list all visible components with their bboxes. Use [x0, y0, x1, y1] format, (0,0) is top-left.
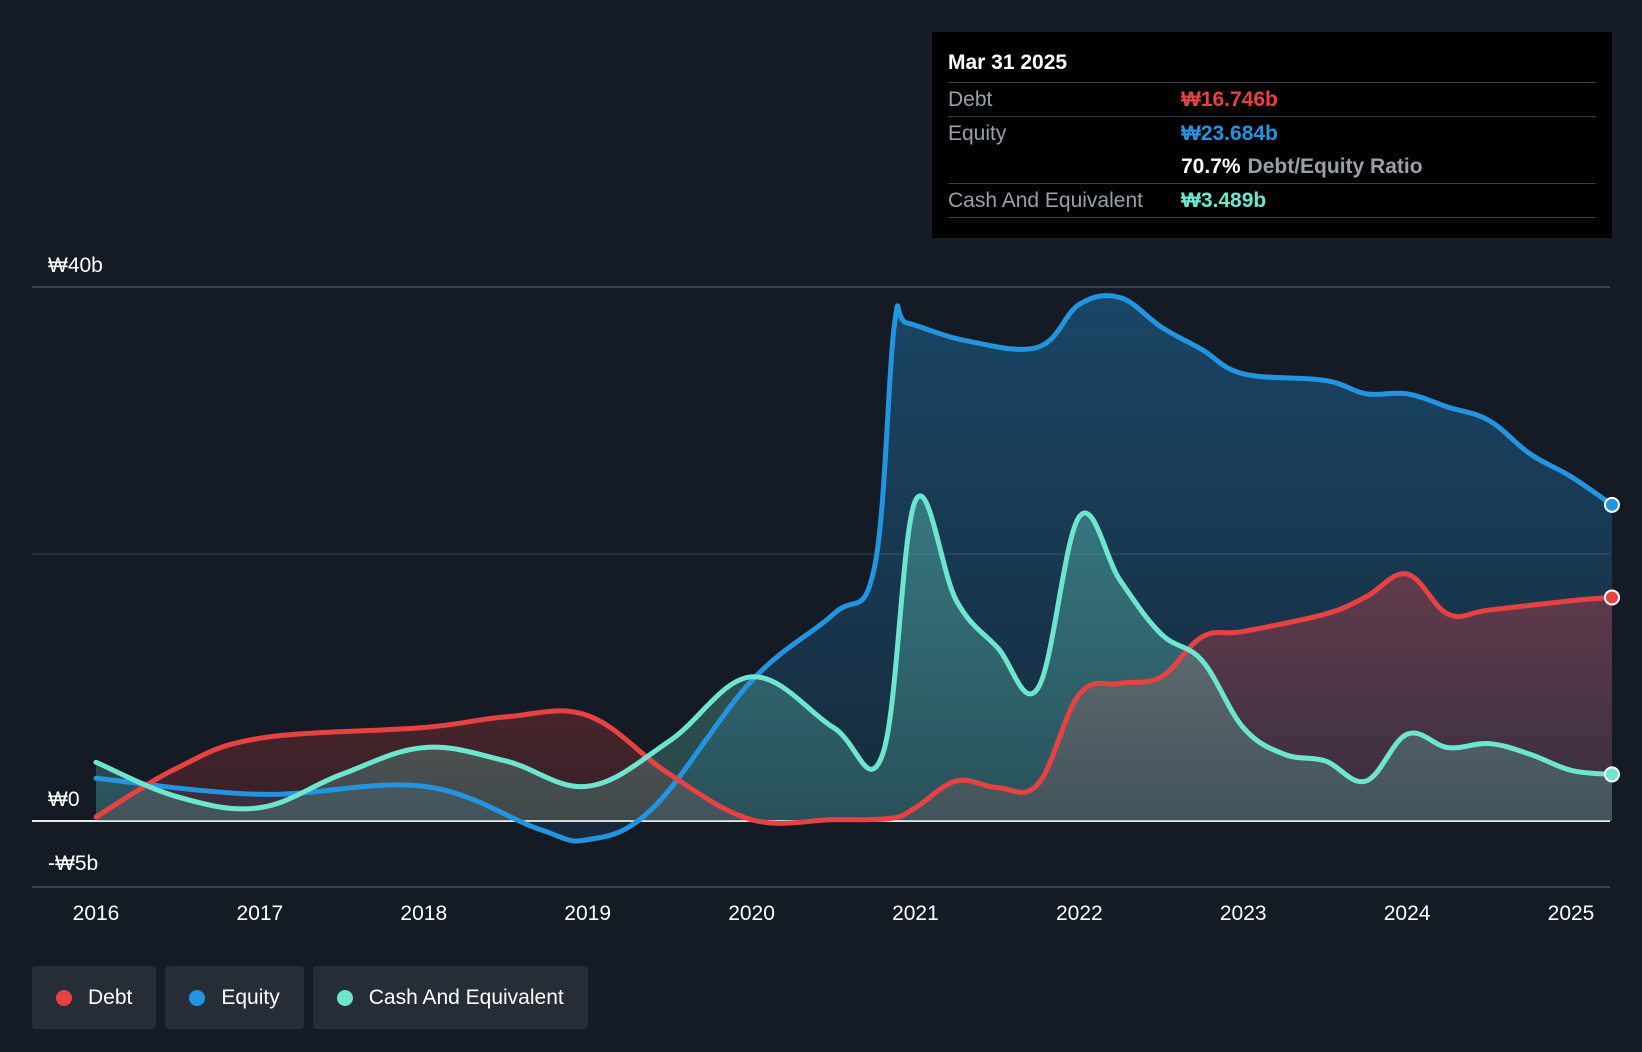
x-tick-label: 2022	[1056, 902, 1103, 925]
x-tick-label: 2018	[400, 902, 447, 925]
x-tick-label: 2019	[564, 902, 611, 925]
y-tick-label: -₩5b	[48, 852, 98, 875]
series-areas	[96, 295, 1612, 842]
series-end-markers	[1603, 496, 1620, 783]
legend-item-cash[interactable]: Cash And Equivalent	[312, 966, 588, 1029]
y-tick-label: ₩40b	[48, 254, 103, 277]
end-marker-debt	[1603, 589, 1620, 606]
tooltip-row-debt: Debt ₩16.746b	[948, 82, 1596, 116]
line-equity	[93, 293, 1615, 844]
x-tick-label: 2016	[73, 902, 120, 925]
legend-dot-cash	[336, 989, 353, 1006]
tooltip-debt-label: Debt	[948, 87, 993, 111]
line-debt	[93, 571, 1615, 826]
x-tick-label: 2024	[1384, 902, 1431, 925]
tooltip-debt-value: ₩16.746b	[1181, 87, 1278, 111]
legend-dot-debt	[56, 989, 72, 1006]
tooltip-ratio-label: Debt/Equity Ratio	[1247, 154, 1423, 178]
end-marker-cash	[1603, 766, 1620, 783]
tooltip-cash-label: Cash And Equivalent	[948, 188, 1143, 212]
tooltip-cash-value: ₩3.489b	[1181, 188, 1267, 212]
line-cash	[93, 493, 1615, 812]
tooltip-equity-value: ₩23.684b	[1181, 121, 1278, 145]
legend-item-equity[interactable]: Equity	[165, 966, 304, 1029]
legend-dot-equity	[189, 989, 206, 1006]
end-marker-equity	[1603, 496, 1620, 513]
tooltip-ratio-value: 70.7%	[1181, 154, 1241, 178]
y-tick-label: ₩0	[48, 788, 80, 811]
legend-label-cash: Cash And Equivalent	[368, 985, 564, 1009]
tooltip-equity-label: Equity	[948, 121, 1007, 145]
x-tick-label: 2023	[1220, 902, 1267, 925]
hover-tooltip: Mar 31 2025 Debt ₩16.746b Equity ₩23.684…	[932, 32, 1612, 238]
area-cash	[96, 495, 1612, 821]
tooltip-row-ratio: 70.7% Debt/Equity Ratio	[948, 150, 1596, 183]
tooltip-row-equity: Equity ₩23.684b	[948, 116, 1596, 150]
legend-item-debt[interactable]: Debt	[32, 966, 157, 1029]
tooltip-date: Mar 31 2025	[948, 51, 1068, 74]
legend-label-debt: Debt	[88, 985, 133, 1009]
x-tick-label: 2017	[237, 902, 284, 925]
y-axis-labels: ₩40b ₩0 -₩5b	[48, 254, 103, 875]
x-tick-label: 2025	[1548, 902, 1595, 925]
x-tick-label: 2020	[728, 902, 775, 925]
legend-label-equity: Equity	[221, 985, 280, 1009]
x-tick-label: 2021	[892, 902, 939, 925]
x-axis-labels: 2016 2017 2018 2019 2020 2021 2022 2023 2024 2025	[73, 902, 1595, 925]
tooltip-row-cash: Cash And Equivalent ₩3.489b	[948, 183, 1596, 218]
series-lines	[93, 293, 1615, 844]
chart-legend: Debt Equity Cash And Equivalent	[32, 966, 588, 1029]
